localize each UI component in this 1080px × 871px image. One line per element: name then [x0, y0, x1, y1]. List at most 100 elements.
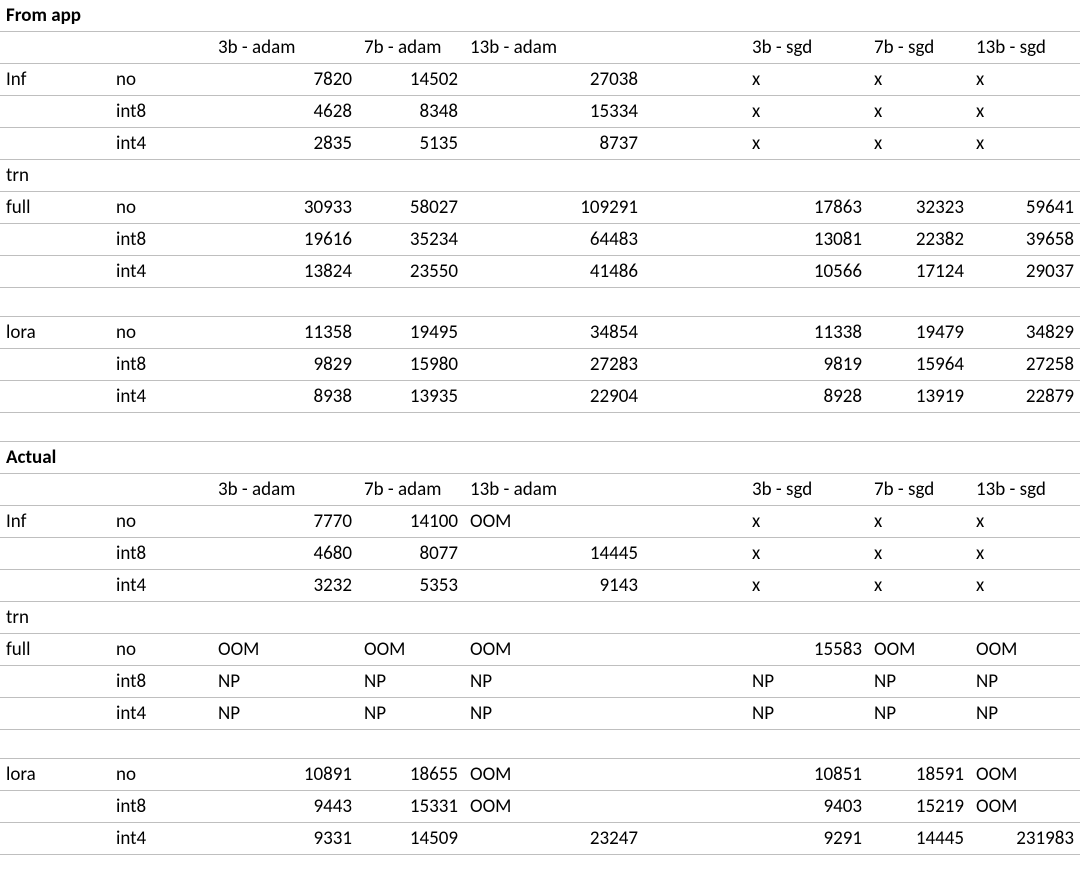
data-cell: 14100 [358, 506, 464, 538]
row-label [0, 666, 110, 698]
data-cell: 3232 [212, 570, 358, 602]
data-cell: 9291 [746, 823, 868, 855]
data-cell: NP [358, 666, 464, 698]
data-cell: x [970, 570, 1080, 602]
row-sublabel: int8 [110, 666, 212, 698]
row-label [0, 128, 110, 160]
data-cell: 11358 [212, 317, 358, 349]
empty-cell [0, 288, 110, 317]
empty-cell [358, 0, 464, 32]
row-label [0, 96, 110, 128]
table-row: int8944315331OOM940315219OOM [0, 791, 1080, 823]
row-label: trn [0, 160, 110, 192]
data-cell: OOM [464, 634, 644, 666]
empty-cell [358, 730, 464, 759]
section-header: Actual [0, 442, 110, 474]
row-label: Inf [0, 64, 110, 96]
empty-cell [212, 288, 358, 317]
data-cell: 14445 [868, 823, 970, 855]
data-cell: 23550 [358, 256, 464, 288]
empty-cell [644, 288, 746, 317]
data-cell [644, 791, 746, 823]
empty-cell [868, 730, 970, 759]
data-cell: 30933 [212, 192, 358, 224]
data-cell: 18591 [868, 759, 970, 791]
spreadsheet: From app3b - adam7b - adam13b - adam3b -… [0, 0, 1080, 855]
empty-cell [464, 730, 644, 759]
data-cell [644, 823, 746, 855]
row-label [0, 349, 110, 381]
data-cell: 19616 [212, 224, 358, 256]
row-sublabel [110, 160, 212, 192]
data-cell: x [970, 128, 1080, 160]
empty-cell [212, 413, 358, 442]
data-cell: 13935 [358, 381, 464, 413]
data-cell: 27258 [970, 349, 1080, 381]
data-cell: 17124 [868, 256, 970, 288]
data-cell: 9143 [464, 570, 644, 602]
col-header: 3b - sgd [746, 474, 868, 506]
row-sublabel: int4 [110, 570, 212, 602]
empty-cell [110, 442, 212, 474]
empty-cell [746, 442, 868, 474]
row-sublabel: int8 [110, 791, 212, 823]
col-header: 7b - sgd [868, 474, 970, 506]
table-row: From app [0, 0, 1080, 32]
data-cell [644, 634, 746, 666]
empty-cell [0, 32, 110, 64]
empty-cell [0, 730, 110, 759]
data-cell: x [746, 128, 868, 160]
data-cell: 13919 [868, 381, 970, 413]
table-row: int4323253539143xxx [0, 570, 1080, 602]
row-sublabel: int8 [110, 224, 212, 256]
data-cell: 64483 [464, 224, 644, 256]
empty-cell [0, 413, 110, 442]
row-label: trn [0, 602, 110, 634]
row-sublabel: no [110, 506, 212, 538]
data-cell: 4628 [212, 96, 358, 128]
data-cell: 14502 [358, 64, 464, 96]
data-cell: 10891 [212, 759, 358, 791]
data-cell: NP [970, 698, 1080, 730]
data-cell: 41486 [464, 256, 644, 288]
data-cell: 10566 [746, 256, 868, 288]
empty-cell [868, 413, 970, 442]
data-cell [358, 160, 464, 192]
row-label [0, 570, 110, 602]
table-row: trn [0, 160, 1080, 192]
empty-cell [868, 0, 970, 32]
data-cell: 2835 [212, 128, 358, 160]
data-cell: OOM [464, 759, 644, 791]
empty-cell [868, 442, 970, 474]
table-row: Infno78201450227038xxx [0, 64, 1080, 96]
data-cell: 18655 [358, 759, 464, 791]
col-header: 3b - sgd [746, 32, 868, 64]
data-cell: 9403 [746, 791, 868, 823]
data-cell: 15219 [868, 791, 970, 823]
empty-cell [746, 730, 868, 759]
row-label [0, 823, 110, 855]
data-cell: 34829 [970, 317, 1080, 349]
section-header: From app [0, 0, 110, 32]
data-cell: 23247 [464, 823, 644, 855]
empty-cell [970, 730, 1080, 759]
table-row: lorano1089118655OOM1085118591OOM [0, 759, 1080, 791]
row-sublabel: int4 [110, 128, 212, 160]
col-header: 13b - sgd [970, 474, 1080, 506]
row-label: lora [0, 317, 110, 349]
table-row [0, 413, 1080, 442]
empty-cell [464, 442, 644, 474]
data-cell [644, 64, 746, 96]
col-header: 3b - adam [212, 32, 358, 64]
data-cell: 109291 [464, 192, 644, 224]
data-cell: x [970, 96, 1080, 128]
data-cell: 4680 [212, 538, 358, 570]
data-cell: 35234 [358, 224, 464, 256]
empty-cell [110, 32, 212, 64]
col-header: 7b - adam [358, 32, 464, 64]
data-cell: 22879 [970, 381, 1080, 413]
data-cell [868, 602, 970, 634]
data-cell [644, 96, 746, 128]
data-cell: 8737 [464, 128, 644, 160]
empty-cell [746, 0, 868, 32]
